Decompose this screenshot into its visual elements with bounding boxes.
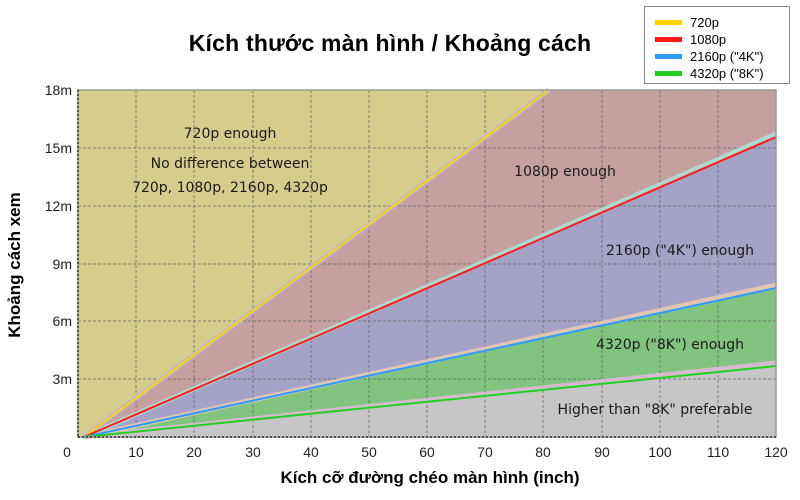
grid bbox=[78, 90, 776, 437]
x-axis-label: Kích cỡ đường chéo màn hình (inch) bbox=[280, 468, 580, 487]
y-tick: 9m bbox=[52, 256, 72, 272]
legend-swatch-2160p bbox=[655, 53, 682, 59]
x-tick: 60 bbox=[419, 444, 435, 460]
y-tick: 18m bbox=[44, 82, 72, 98]
line-1080p bbox=[83, 136, 777, 438]
legend-item-720p: 720p bbox=[655, 13, 719, 31]
x-tick: 90 bbox=[594, 444, 610, 460]
x-tick: 80 bbox=[535, 444, 551, 460]
legend-item-1080p: 1080p bbox=[655, 30, 726, 48]
chart-title: Kích thước màn hình / Khoảng cách bbox=[188, 30, 592, 56]
y-tick: 3m bbox=[52, 371, 72, 387]
legend-swatch-4320p bbox=[655, 70, 682, 76]
legend-label: 4320p ("8K") bbox=[690, 65, 764, 81]
legend-label: 1080p bbox=[690, 31, 727, 47]
x-tick: 0 bbox=[63, 444, 71, 460]
line-4320p bbox=[83, 365, 777, 438]
region-label-2160p: 2160p ("4K") enough bbox=[606, 243, 754, 259]
line-720p bbox=[83, 89, 550, 438]
y-axis-label: Khoảng cách xem bbox=[5, 192, 24, 338]
region-label-higher: Higher than "8K" preferable bbox=[557, 402, 753, 418]
line-2160p bbox=[83, 287, 777, 438]
legend: 720p 1080p 2160p ("4K") 4320p ("8K") bbox=[644, 6, 790, 84]
x-tick: 40 bbox=[303, 444, 319, 460]
legend-label: 720p bbox=[690, 14, 719, 30]
legend-item-2160p: 2160p ("4K") bbox=[655, 47, 764, 65]
region-label-4320p: 4320p ("8K") enough bbox=[596, 337, 744, 353]
x-tick: 20 bbox=[186, 444, 202, 460]
region-label-720p: 720p enough bbox=[183, 126, 277, 142]
x-tick: 50 bbox=[361, 444, 377, 460]
x-tick: 100 bbox=[648, 444, 672, 460]
region-label-720p-sub2: 720p, 1080p, 2160p, 4320p bbox=[132, 180, 328, 196]
region-label-1080p: 1080p enough bbox=[514, 164, 616, 180]
legend-label: 2160p ("4K") bbox=[690, 48, 764, 64]
x-tick: 30 bbox=[245, 444, 261, 460]
y-tick: 12m bbox=[44, 198, 72, 214]
x-tick: 70 bbox=[477, 444, 493, 460]
x-tick: 110 bbox=[706, 444, 730, 460]
legend-swatch-1080p bbox=[655, 36, 682, 42]
legend-swatch-720p bbox=[655, 19, 682, 25]
y-tick: 15m bbox=[44, 140, 72, 156]
x-tick: 10 bbox=[128, 444, 144, 460]
y-tick: 6m bbox=[52, 313, 72, 329]
x-tick: 120 bbox=[764, 444, 788, 460]
region-label-720p-sub1: No difference between bbox=[150, 156, 310, 172]
legend-item-4320p: 4320p ("8K") bbox=[655, 64, 764, 82]
